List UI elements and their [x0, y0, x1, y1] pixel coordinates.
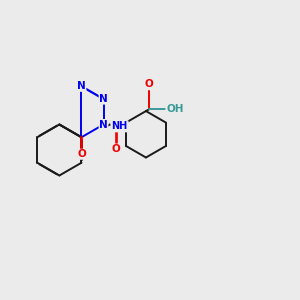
- Text: O: O: [145, 80, 154, 89]
- Text: OH: OH: [166, 104, 184, 114]
- Text: NH: NH: [111, 122, 128, 131]
- Text: N: N: [99, 119, 108, 130]
- Text: O: O: [112, 144, 121, 154]
- Text: N: N: [99, 94, 108, 104]
- Text: N: N: [77, 81, 86, 91]
- Text: O: O: [77, 149, 86, 159]
